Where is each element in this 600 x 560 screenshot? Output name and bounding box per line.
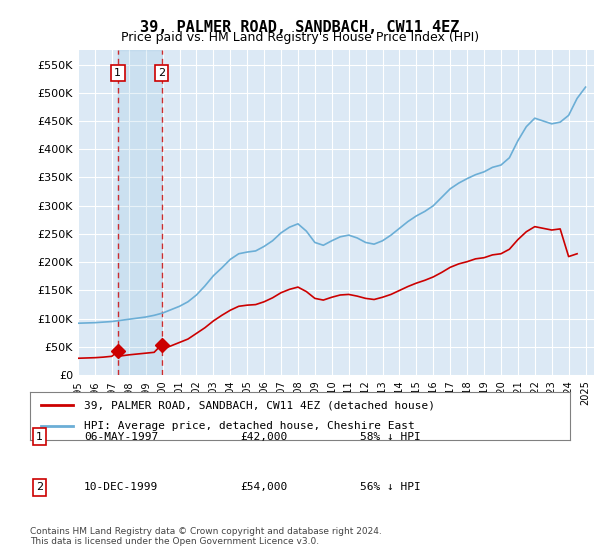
Text: 2: 2 [158,68,165,78]
Text: Contains HM Land Registry data © Crown copyright and database right 2024.
This d: Contains HM Land Registry data © Crown c… [30,526,382,546]
Text: 39, PALMER ROAD, SANDBACH, CW11 4EZ: 39, PALMER ROAD, SANDBACH, CW11 4EZ [140,20,460,35]
Text: HPI: Average price, detached house, Cheshire East: HPI: Average price, detached house, Ches… [84,421,415,431]
Text: 58% ↓ HPI: 58% ↓ HPI [360,432,421,442]
Text: 1: 1 [114,68,121,78]
Text: £42,000: £42,000 [240,432,287,442]
Text: 39, PALMER ROAD, SANDBACH, CW11 4EZ (detached house): 39, PALMER ROAD, SANDBACH, CW11 4EZ (det… [84,400,435,410]
Text: 2: 2 [36,482,43,492]
Text: 10-DEC-1999: 10-DEC-1999 [84,482,158,492]
Text: Price paid vs. HM Land Registry's House Price Index (HPI): Price paid vs. HM Land Registry's House … [121,31,479,44]
Text: 06-MAY-1997: 06-MAY-1997 [84,432,158,442]
Bar [118,50,161,375]
Text: £54,000: £54,000 [240,482,287,492]
Text: 1: 1 [36,432,43,442]
Text: 56% ↓ HPI: 56% ↓ HPI [360,482,421,492]
